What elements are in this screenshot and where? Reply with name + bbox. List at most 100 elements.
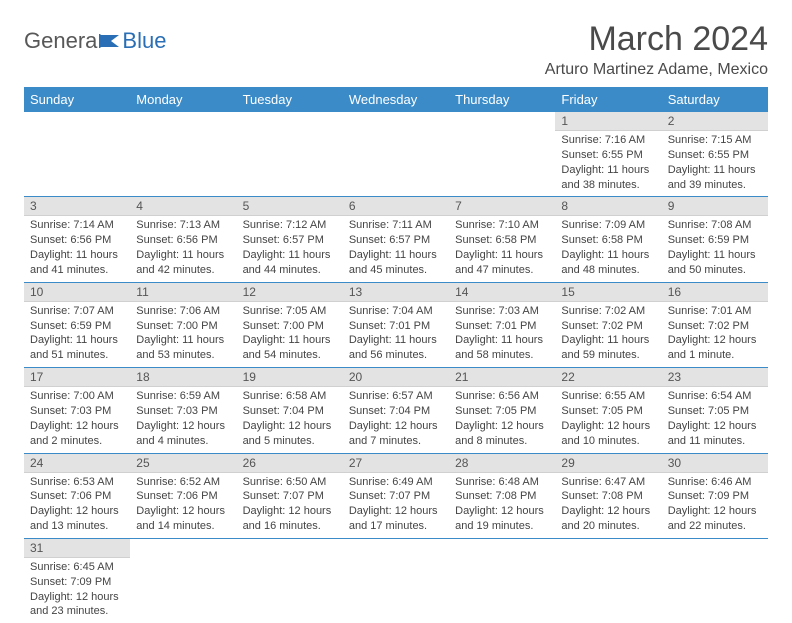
day-info: Sunrise: 6:52 AMSunset: 7:06 PMDaylight:… [130,473,236,538]
daylight-text: Daylight: 11 hours and 50 minutes. [668,248,762,278]
sunset-text: Sunset: 6:55 PM [668,148,762,163]
sunset-text: Sunset: 7:03 PM [30,404,124,419]
daylight-text: Daylight: 12 hours and 14 minutes. [136,504,230,534]
calendar-week-row: 1Sunrise: 7:16 AMSunset: 6:55 PMDaylight… [24,112,768,197]
location-subtitle: Arturo Martinez Adame, Mexico [24,61,768,79]
calendar-day-cell: 17Sunrise: 7:00 AMSunset: 7:03 PMDayligh… [24,368,130,453]
calendar-week-row: 17Sunrise: 7:00 AMSunset: 7:03 PMDayligh… [24,368,768,453]
calendar-week-row: 3Sunrise: 7:14 AMSunset: 6:56 PMDaylight… [24,197,768,282]
day-info: Sunrise: 7:16 AMSunset: 6:55 PMDaylight:… [555,131,661,196]
day-number: 14 [449,283,555,302]
weekday-header: Monday [130,87,236,112]
day-info: Sunrise: 7:07 AMSunset: 6:59 PMDaylight:… [24,302,130,367]
daylight-text: Daylight: 11 hours and 38 minutes. [561,163,655,193]
sunrise-text: Sunrise: 7:06 AM [136,304,230,319]
weekday-header-row: Sunday Monday Tuesday Wednesday Thursday… [24,87,768,112]
calendar-day-cell [130,538,236,623]
sunrise-text: Sunrise: 7:04 AM [349,304,443,319]
sunrise-text: Sunrise: 6:53 AM [30,475,124,490]
sunrise-text: Sunrise: 6:47 AM [561,475,655,490]
calendar-day-cell: 19Sunrise: 6:58 AMSunset: 7:04 PMDayligh… [237,368,343,453]
day-info: Sunrise: 6:59 AMSunset: 7:03 PMDaylight:… [130,387,236,452]
day-info: Sunrise: 6:48 AMSunset: 7:08 PMDaylight:… [449,473,555,538]
daylight-text: Daylight: 12 hours and 7 minutes. [349,419,443,449]
sunset-text: Sunset: 7:07 PM [243,489,337,504]
daylight-text: Daylight: 12 hours and 20 minutes. [561,504,655,534]
daylight-text: Daylight: 11 hours and 42 minutes. [136,248,230,278]
sunset-text: Sunset: 6:57 PM [349,233,443,248]
day-number: 26 [237,454,343,473]
day-number: 27 [343,454,449,473]
calendar-day-cell [343,538,449,623]
sunrise-text: Sunrise: 7:05 AM [243,304,337,319]
sunset-text: Sunset: 7:02 PM [561,319,655,334]
daylight-text: Daylight: 12 hours and 23 minutes. [30,590,124,620]
weekday-header: Wednesday [343,87,449,112]
sunset-text: Sunset: 7:07 PM [349,489,443,504]
weekday-header: Thursday [449,87,555,112]
day-info: Sunrise: 7:11 AMSunset: 6:57 PMDaylight:… [343,216,449,281]
day-info: Sunrise: 7:03 AMSunset: 7:01 PMDaylight:… [449,302,555,367]
day-info: Sunrise: 7:06 AMSunset: 7:00 PMDaylight:… [130,302,236,367]
calendar-day-cell: 9Sunrise: 7:08 AMSunset: 6:59 PMDaylight… [662,197,768,282]
daylight-text: Daylight: 11 hours and 53 minutes. [136,333,230,363]
day-info: Sunrise: 7:12 AMSunset: 6:57 PMDaylight:… [237,216,343,281]
calendar-day-cell: 24Sunrise: 6:53 AMSunset: 7:06 PMDayligh… [24,453,130,538]
day-number: 2 [662,112,768,131]
day-info: Sunrise: 7:04 AMSunset: 7:01 PMDaylight:… [343,302,449,367]
sunrise-text: Sunrise: 7:07 AM [30,304,124,319]
sunset-text: Sunset: 6:57 PM [243,233,337,248]
day-info: Sunrise: 6:45 AMSunset: 7:09 PMDaylight:… [24,558,130,623]
calendar-day-cell: 8Sunrise: 7:09 AMSunset: 6:58 PMDaylight… [555,197,661,282]
daylight-text: Daylight: 12 hours and 17 minutes. [349,504,443,534]
sunrise-text: Sunrise: 7:01 AM [668,304,762,319]
calendar-day-cell [449,538,555,623]
day-info: Sunrise: 6:58 AMSunset: 7:04 PMDaylight:… [237,387,343,452]
daylight-text: Daylight: 11 hours and 47 minutes. [455,248,549,278]
sunset-text: Sunset: 7:06 PM [136,489,230,504]
sunrise-text: Sunrise: 6:56 AM [455,389,549,404]
day-info: Sunrise: 6:49 AMSunset: 7:07 PMDaylight:… [343,473,449,538]
calendar-day-cell: 5Sunrise: 7:12 AMSunset: 6:57 PMDaylight… [237,197,343,282]
calendar-day-cell: 21Sunrise: 6:56 AMSunset: 7:05 PMDayligh… [449,368,555,453]
day-number: 23 [662,368,768,387]
calendar-day-cell: 18Sunrise: 6:59 AMSunset: 7:03 PMDayligh… [130,368,236,453]
sunrise-text: Sunrise: 6:52 AM [136,475,230,490]
day-number: 29 [555,454,661,473]
sunset-text: Sunset: 7:05 PM [455,404,549,419]
sunset-text: Sunset: 6:59 PM [668,233,762,248]
daylight-text: Daylight: 12 hours and 4 minutes. [136,419,230,449]
sunset-text: Sunset: 7:09 PM [30,575,124,590]
sunset-text: Sunset: 7:08 PM [561,489,655,504]
daylight-text: Daylight: 12 hours and 1 minute. [668,333,762,363]
calendar-day-cell [449,112,555,197]
calendar-week-row: 31Sunrise: 6:45 AMSunset: 7:09 PMDayligh… [24,538,768,623]
daylight-text: Daylight: 11 hours and 51 minutes. [30,333,124,363]
calendar-table: Sunday Monday Tuesday Wednesday Thursday… [24,87,768,623]
day-number: 10 [24,283,130,302]
sunset-text: Sunset: 6:56 PM [30,233,124,248]
day-info: Sunrise: 7:10 AMSunset: 6:58 PMDaylight:… [449,216,555,281]
daylight-text: Daylight: 12 hours and 2 minutes. [30,419,124,449]
calendar-day-cell [237,538,343,623]
sunrise-text: Sunrise: 6:49 AM [349,475,443,490]
sunset-text: Sunset: 6:56 PM [136,233,230,248]
sunset-text: Sunset: 7:03 PM [136,404,230,419]
calendar-day-cell: 7Sunrise: 7:10 AMSunset: 6:58 PMDaylight… [449,197,555,282]
daylight-text: Daylight: 12 hours and 16 minutes. [243,504,337,534]
day-number: 30 [662,454,768,473]
sunrise-text: Sunrise: 7:02 AM [561,304,655,319]
calendar-day-cell [237,112,343,197]
calendar-day-cell: 6Sunrise: 7:11 AMSunset: 6:57 PMDaylight… [343,197,449,282]
weekday-header: Tuesday [237,87,343,112]
sunset-text: Sunset: 7:06 PM [30,489,124,504]
logo: Genera Blue [24,28,166,54]
logo-text-part1: Genera [24,28,97,54]
calendar-day-cell: 23Sunrise: 6:54 AMSunset: 7:05 PMDayligh… [662,368,768,453]
day-number: 31 [24,539,130,558]
day-number: 22 [555,368,661,387]
sunset-text: Sunset: 6:59 PM [30,319,124,334]
day-number: 9 [662,197,768,216]
day-info: Sunrise: 6:56 AMSunset: 7:05 PMDaylight:… [449,387,555,452]
calendar-day-cell: 10Sunrise: 7:07 AMSunset: 6:59 PMDayligh… [24,282,130,367]
